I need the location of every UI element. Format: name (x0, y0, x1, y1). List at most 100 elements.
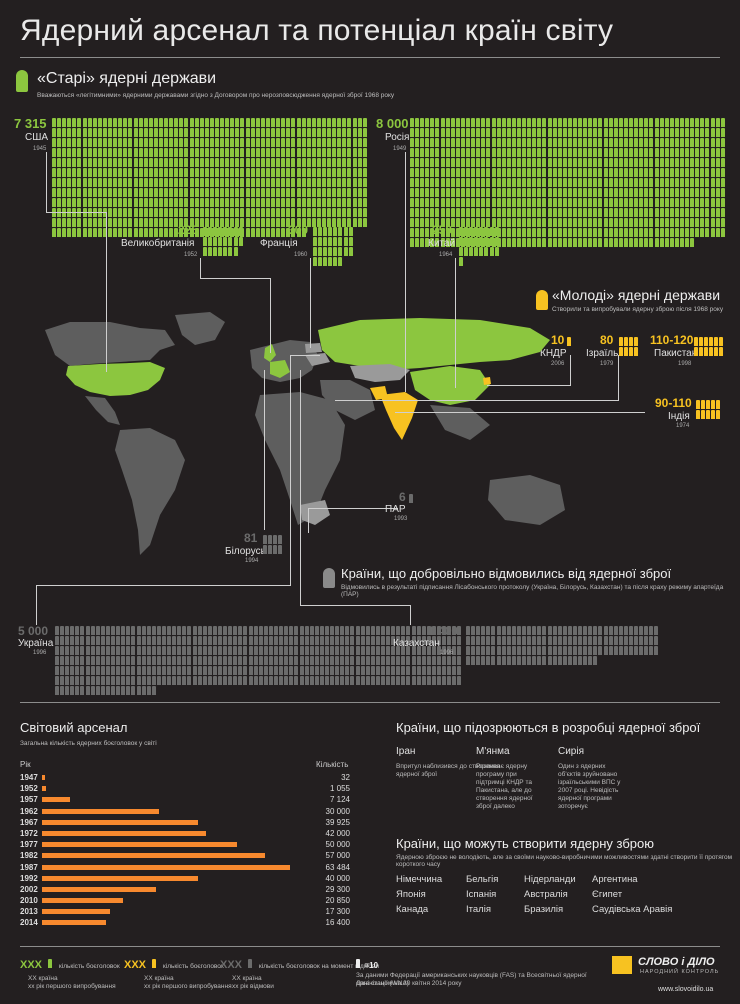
warhead-icon (588, 118, 593, 127)
warhead-icon (639, 168, 644, 177)
warhead-icon (128, 228, 133, 237)
warhead-icon (567, 656, 572, 665)
warhead-icon (337, 118, 342, 127)
warhead-icon (578, 118, 583, 127)
warhead-icon (72, 228, 77, 237)
warhead-icon (294, 676, 299, 685)
warhead-icon (634, 208, 639, 217)
warhead-icon (330, 626, 335, 635)
warhead-icon (466, 238, 471, 247)
warhead-icon (674, 118, 679, 127)
warhead-icon (268, 676, 273, 685)
warhead-icon (52, 198, 56, 207)
warhead-icon (223, 626, 228, 635)
warhead-icon (248, 959, 253, 968)
warhead-icon (350, 676, 355, 685)
warhead-icon (618, 158, 623, 167)
warhead-icon (52, 218, 56, 227)
warhead-icon (420, 218, 425, 227)
warhead-icon (572, 646, 577, 655)
warhead-icon (654, 646, 659, 655)
warhead-icon (450, 148, 455, 157)
warhead-icon (338, 237, 343, 246)
warhead-icon (542, 656, 547, 665)
warhead-icon (332, 138, 337, 147)
warhead-icon (207, 666, 212, 675)
warhead-icon (547, 198, 552, 207)
warhead-icon (133, 168, 138, 177)
potential-country: Німеччина (396, 874, 443, 885)
warhead-icon (542, 168, 547, 177)
warhead-icon (481, 218, 486, 227)
warhead-icon (202, 676, 207, 685)
warhead-icon (118, 178, 123, 187)
warhead-icon (337, 188, 342, 197)
warhead-icon (102, 218, 107, 227)
warhead-icon (573, 138, 577, 147)
warhead-icon (511, 198, 516, 207)
warhead-icon (629, 188, 634, 197)
warhead-icon (532, 148, 537, 157)
warhead-icon (248, 676, 253, 685)
warhead-icon (87, 128, 92, 137)
warhead-icon (220, 118, 225, 127)
warhead-icon (634, 626, 639, 635)
warhead-icon (466, 128, 471, 137)
warhead-icon (476, 646, 481, 655)
warhead-icon (342, 158, 347, 167)
warhead-icon (460, 198, 465, 207)
warhead-icon (481, 656, 486, 665)
warhead-icon (720, 138, 725, 147)
warhead-icon (435, 158, 440, 167)
warhead-icon (618, 148, 623, 157)
warhead-icon (225, 118, 230, 127)
warhead-icon (435, 198, 440, 207)
connector-line (200, 278, 270, 279)
warhead-icon (286, 208, 291, 217)
warhead-icon (435, 188, 440, 197)
warhead-icon (301, 148, 306, 157)
warhead-icon (72, 138, 77, 147)
warhead-icon (273, 535, 278, 544)
warhead-icon (452, 626, 457, 635)
warhead-icon (60, 676, 65, 685)
warhead-icon (654, 228, 659, 237)
legend-num: ХХХ (20, 959, 43, 971)
warhead-icon (225, 158, 230, 167)
warhead-icon (450, 118, 455, 127)
warhead-icon (187, 626, 192, 635)
suspected-syria: Сирія Один з ядерних об'єктів зруйновано… (558, 746, 628, 811)
warhead-icon (437, 656, 442, 665)
warhead-icon (583, 208, 588, 217)
warhead-icon (679, 158, 684, 167)
warhead-icon (230, 208, 235, 217)
warhead-icon (471, 188, 476, 197)
warhead-icon (85, 626, 90, 635)
warhead-icon (562, 158, 567, 167)
warhead-icon (333, 227, 338, 236)
warhead-icon (123, 178, 128, 187)
warhead-icon (271, 178, 276, 187)
warhead-icon (415, 128, 420, 137)
warhead-icon (644, 208, 649, 217)
warhead-icon (281, 218, 286, 227)
warhead-icon (82, 148, 87, 157)
warhead-icon (248, 636, 253, 645)
warhead-icon (245, 168, 250, 177)
warhead-icon (347, 158, 352, 167)
warhead-icon (491, 128, 496, 137)
warhead-icon (95, 686, 100, 695)
warhead-icon (116, 686, 121, 695)
warhead-icon (593, 646, 598, 655)
warhead-icon (619, 347, 623, 356)
warhead-icon (291, 178, 296, 187)
warhead-icon (167, 646, 172, 655)
warhead-icon (511, 118, 516, 127)
warhead-icon (532, 198, 537, 207)
warhead-icon (309, 646, 314, 655)
warhead-icon (77, 158, 82, 167)
site-link[interactable]: www.slovoidilo.ua (658, 986, 714, 993)
warhead-icon (396, 676, 401, 685)
warhead-icon (80, 636, 85, 645)
warhead-icon (613, 198, 618, 207)
